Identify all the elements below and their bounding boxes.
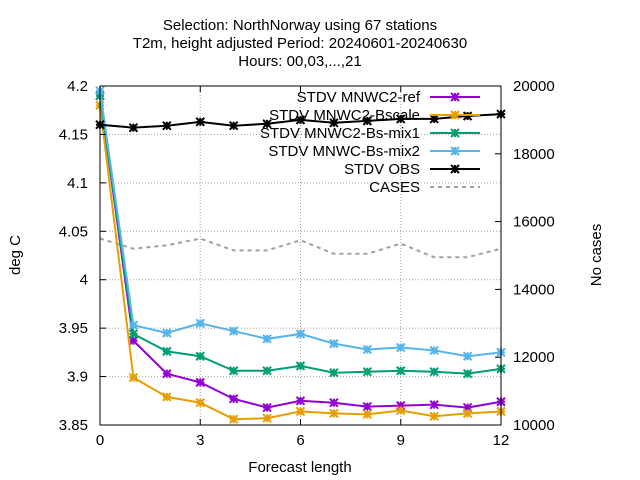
y-axis-label: deg C [7, 235, 24, 275]
series-1-point [196, 399, 204, 407]
y2-tick-label: 16000 [513, 214, 555, 231]
series-4-point [129, 124, 137, 132]
series-1-point [230, 415, 238, 423]
series-4-point [230, 122, 238, 130]
series-0-point [263, 404, 271, 412]
series-3-point [263, 335, 271, 343]
series-1-point [464, 409, 472, 417]
series-1-point [297, 407, 305, 415]
series-3-point [230, 327, 238, 335]
series-1-point [397, 406, 405, 414]
series-0-point [330, 399, 338, 407]
series-2-point [330, 369, 338, 377]
series-2-point [430, 368, 438, 376]
y-tick-label: 4.05 [59, 223, 88, 240]
x-tick-label: 3 [196, 432, 204, 449]
series-0-point [430, 401, 438, 409]
series-2-point [363, 368, 371, 376]
series-2-point [263, 367, 271, 375]
series-3-point [430, 346, 438, 354]
x-tick-label: 6 [296, 432, 304, 449]
y-tick-label: 3.9 [67, 369, 88, 386]
y-tick-label: 4.2 [67, 78, 88, 95]
y2-tick-label: 12000 [513, 349, 555, 366]
y2-tick-label: 18000 [513, 146, 555, 163]
series-1-point [263, 414, 271, 422]
legend-marker [451, 129, 459, 137]
y2-axis-label: No cases [588, 224, 605, 287]
series-0-point [230, 395, 238, 403]
series-2-point [297, 362, 305, 370]
series-2-point [464, 370, 472, 378]
series-1-point [163, 393, 171, 401]
y-tick-label: 3.85 [59, 417, 88, 434]
series-2-point [397, 367, 405, 375]
series-4-point [196, 118, 204, 126]
legend-label: STDV MNWC-Bs-mix2 [268, 143, 420, 160]
series-4-point [430, 115, 438, 123]
series-1-point [363, 410, 371, 418]
series-1-point [129, 374, 137, 382]
x-tick-label: 9 [397, 432, 405, 449]
legend-label: CASES [369, 179, 420, 196]
series-2-point [129, 330, 137, 338]
chart-title-line: Selection: NorthNorway using 67 stations [163, 17, 437, 34]
series-3-point [363, 345, 371, 353]
legend-label: STDV MNWC2-Bscale [269, 107, 420, 124]
series-0-point [297, 397, 305, 405]
y2-tick-label: 20000 [513, 78, 555, 95]
series-4-point [464, 112, 472, 120]
series-0-point [163, 370, 171, 378]
chart-title-line: Hours: 00,03,...,21 [238, 53, 361, 70]
series-2-point [163, 347, 171, 355]
y-tick-label: 4 [80, 272, 88, 289]
x-tick-label: 12 [493, 432, 510, 449]
x-tick-label: 0 [96, 432, 104, 449]
series-3-point [129, 321, 137, 329]
legend-label: STDV OBS [344, 161, 420, 178]
chart-title: Selection: NorthNorway using 67 stations… [133, 17, 467, 70]
y2-tick-label: 14000 [513, 281, 555, 298]
series-0-point [363, 403, 371, 411]
series-2-point [196, 352, 204, 360]
legend-marker [451, 93, 459, 101]
x-axis-label: Forecast length [248, 459, 351, 476]
series-3-point [397, 344, 405, 352]
series-0-point [196, 378, 204, 386]
series-3-point [163, 329, 171, 337]
y2-tick-label: 10000 [513, 417, 555, 434]
legend-label: STDV MNWC2-Bs-mix1 [260, 125, 420, 142]
legend-marker [451, 165, 459, 173]
chart-title-line: T2m, height adjusted Period: 20240601-20… [133, 35, 467, 52]
series-3-point [464, 352, 472, 360]
series-4-point [163, 122, 171, 130]
legend-marker [451, 147, 459, 155]
legend-label: STDV MNWC2-ref [297, 89, 421, 106]
y-tick-label: 3.95 [59, 320, 88, 337]
series-1-point [330, 409, 338, 417]
series-3-point [297, 330, 305, 338]
legend-marker [451, 111, 459, 119]
series-3-point [196, 319, 204, 327]
series-2-point [230, 367, 238, 375]
series-1-point [430, 412, 438, 420]
series-3-point [330, 340, 338, 348]
y-tick-label: 4.1 [67, 175, 88, 192]
y-tick-label: 4.15 [59, 126, 88, 143]
